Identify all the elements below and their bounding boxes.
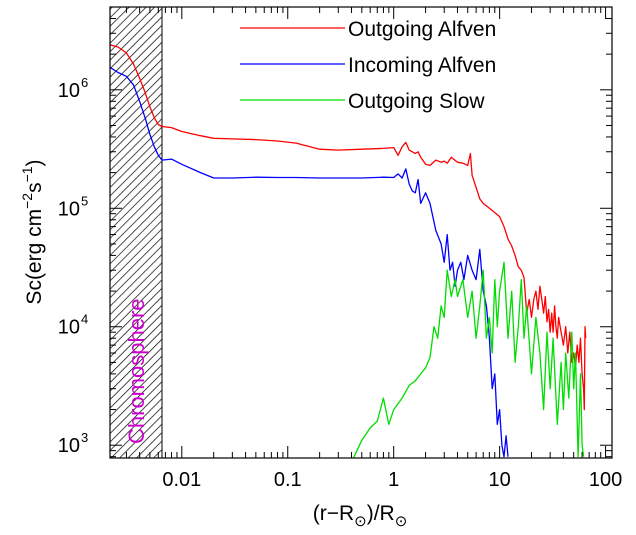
y-tick-label: 10: [58, 80, 80, 102]
y-tick-label-exponent: 6: [81, 75, 88, 90]
legend-label-incoming-alfven: Incoming Alfven: [348, 54, 496, 77]
y-axis-label: Sc(erg cm−2s−1): [19, 159, 46, 304]
chromosphere-label: Chromosphere: [124, 298, 149, 444]
y-tick-label: 10: [58, 198, 80, 220]
series-line-outgoing-alfven: [110, 44, 587, 411]
series-line-outgoing-slow: [353, 261, 585, 458]
x-tick-label: 0.1: [274, 469, 302, 491]
y-axis-label-exp2: −1: [19, 166, 35, 182]
plot-frame: [109, 6, 613, 459]
y-axis-label-mid: s: [23, 182, 46, 193]
y-axis-label-prefix: Sc(erg cm: [23, 209, 46, 305]
y-tick-label-exponent: 3: [81, 430, 88, 445]
x-tick-label: 100: [589, 469, 622, 491]
x-axis-label-sun-1: ⊙: [354, 513, 367, 530]
y-axis-label-suffix: ): [23, 159, 46, 166]
x-tick-label: 1: [388, 469, 399, 491]
y-tick-label-exponent: 5: [81, 193, 88, 208]
legend: Outgoing Alfven Incoming Alfven Outgoing S…: [240, 18, 496, 113]
x-tick-label: 0.01: [162, 469, 201, 491]
x-axis-label-sun-2: ⊙: [395, 513, 408, 530]
x-axis-label-part-a: (r−R: [313, 502, 354, 525]
chromosphere-region: [109, 6, 163, 459]
legend-label-outgoing-slow: Outgoing Slow: [348, 90, 485, 113]
x-axis-label-part-b: )/R: [367, 502, 395, 525]
series-line-incoming-alfven: [110, 66, 509, 458]
legend-label-outgoing-alfven: Outgoing Alfven: [348, 18, 496, 41]
x-tick-label: 10: [489, 469, 511, 491]
y-tick-label: 10: [58, 317, 80, 339]
y-axis-label-exp1: −2: [19, 193, 35, 209]
y-tick-label: 10: [58, 435, 80, 457]
x-axis-label: (r−R⊙)/R⊙: [313, 502, 408, 530]
y-tick-label-exponent: 4: [81, 312, 88, 327]
